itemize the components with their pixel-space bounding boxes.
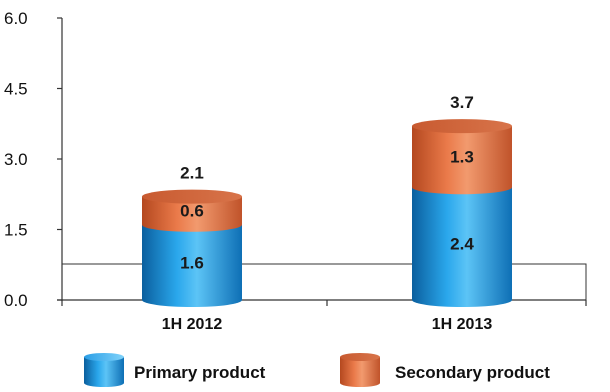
data-label-segment: 0.6 [180,202,204,221]
y-tick-label: 1.5 [4,221,28,240]
legend-label: Primary product [134,363,266,382]
x-category-label: 1H 2013 [432,316,493,333]
bar-segment-secondary [142,196,242,232]
data-label-total: 3.7 [450,93,474,112]
bar-segment-primary [142,224,242,307]
bar-segment-primary [412,187,512,307]
y-tick-label: 0.0 [4,291,28,310]
bar-top-cap [142,189,242,204]
bar-segment-secondary [412,126,512,195]
legend-swatch-secondary [340,357,380,387]
legend-label: Secondary product [395,363,550,382]
x-category-label: 1H 2012 [162,316,223,333]
data-label-segment: 1.3 [450,148,474,167]
legend-swatch-cap [340,353,380,361]
data-label-total: 2.1 [180,164,204,183]
legend-item-primary: Primary product [84,353,266,387]
y-tick-label: 6.0 [4,9,28,28]
legend-swatch-primary [84,357,124,387]
y-tick-label: 3.0 [4,150,28,169]
data-label-segment: 1.6 [180,253,204,272]
y-tick-label: 4.5 [4,80,28,99]
legend-item-secondary: Secondary product [340,353,550,387]
bar-top-cap [412,119,512,134]
data-label-segment: 2.4 [450,235,474,254]
legend-swatch-cap [84,353,124,361]
plot-floor-outline [61,263,587,301]
